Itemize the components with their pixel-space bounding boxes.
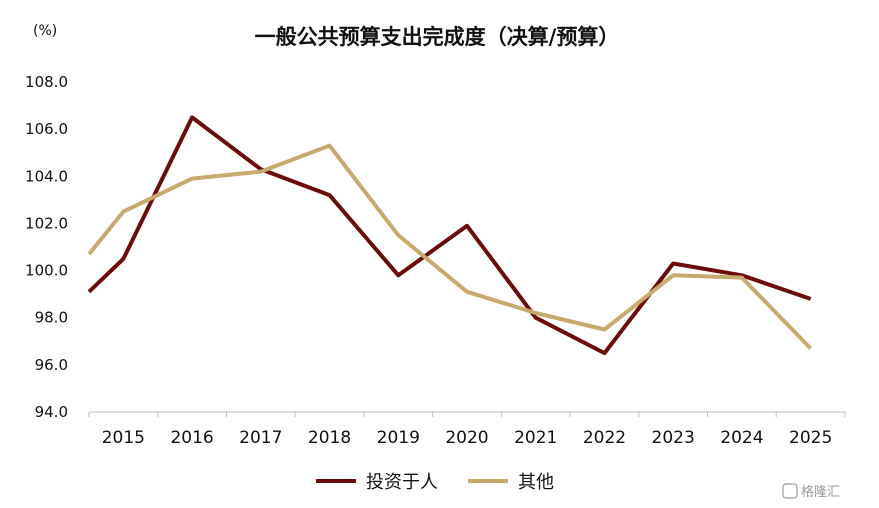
y-tick-label: 102.0 (25, 214, 68, 232)
y-axis-ticks: 94.0 96.0 98.0 100.0 102.0 104.0 106.0 108.0 (25, 73, 68, 421)
y-tick-label: 108.0 (25, 73, 68, 91)
legend-label: 投资于人 (366, 472, 438, 493)
watermark-text: 格隆汇 (801, 484, 840, 500)
legend-label: 其他 (518, 472, 554, 493)
x-tick-label: 2022 (583, 428, 626, 448)
chart-title: 一般公共预算支出完成度（决算/预算） (255, 25, 620, 49)
axes (88, 411, 846, 417)
watermark-logo-icon (782, 483, 798, 499)
series-line-1 (87, 115, 812, 356)
x-tick-label: 2017 (239, 428, 282, 448)
y-tick-label: 104.0 (25, 167, 68, 185)
x-tick-label: 2015 (102, 428, 145, 448)
x-tick-label: 2020 (445, 428, 488, 448)
y-tick-label: 100.0 (25, 262, 68, 280)
y-tick-label: 106.0 (25, 120, 68, 138)
x-tick-label: 2023 (652, 428, 695, 448)
series-line-2 (87, 143, 813, 350)
x-axis-ticks: 2015 2016 2017 2018 2019 2020 2021 2022 2023 2024… (102, 428, 833, 448)
x-tick-label: 2024 (720, 428, 763, 448)
y-tick-label: 94.0 (35, 403, 68, 421)
x-tick-label: 2018 (308, 428, 351, 448)
y-tick-label: 98.0 (35, 309, 68, 327)
x-tick-label: 2021 (514, 428, 557, 448)
x-tick-label: 2025 (789, 428, 832, 448)
legend: 投资于人 其他 (316, 472, 554, 493)
watermark: 格隆汇 (782, 483, 840, 500)
x-tick-label: 2019 (377, 428, 420, 448)
y-tick-label: 96.0 (35, 356, 68, 374)
series-lines (87, 115, 813, 356)
unit-label: (%) (33, 23, 57, 39)
x-tick-label: 2016 (170, 428, 213, 448)
